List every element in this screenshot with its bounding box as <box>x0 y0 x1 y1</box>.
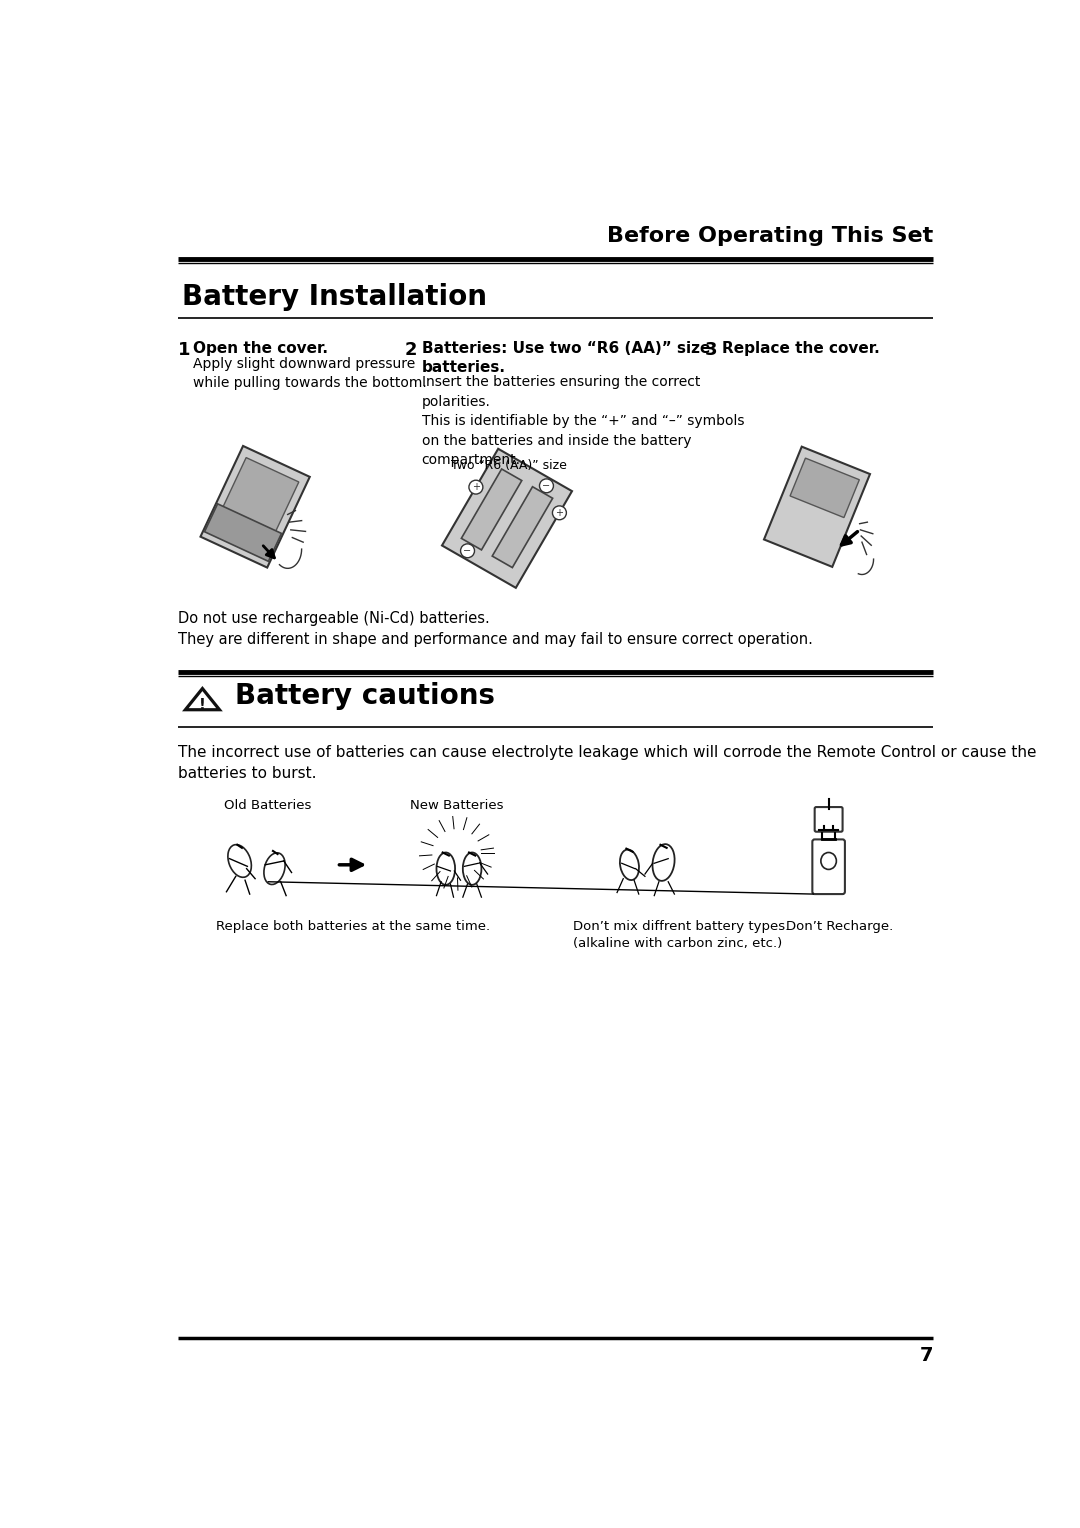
Polygon shape <box>201 446 310 567</box>
Ellipse shape <box>652 843 675 880</box>
Polygon shape <box>492 487 553 567</box>
Ellipse shape <box>436 853 455 885</box>
Text: 2: 2 <box>405 341 417 359</box>
Text: Apply slight downward pressure
while pulling towards the bottom.: Apply slight downward pressure while pul… <box>193 356 427 390</box>
Text: Battery Installation: Battery Installation <box>181 284 486 312</box>
Text: Battery cautions: Battery cautions <box>235 683 495 711</box>
FancyBboxPatch shape <box>814 807 842 831</box>
Polygon shape <box>212 457 299 556</box>
Text: 3: 3 <box>704 341 717 359</box>
Polygon shape <box>764 446 870 567</box>
Text: +: + <box>472 483 480 492</box>
Text: Batteries: Use two “R6 (AA)” size
batteries.: Batteries: Use two “R6 (AA)” size batter… <box>422 341 711 376</box>
Text: Insert the batteries ensuring the correct
polarities.
This is identifiable by th: Insert the batteries ensuring the correc… <box>422 374 744 468</box>
Polygon shape <box>442 449 572 588</box>
Text: Don’t Recharge.: Don’t Recharge. <box>786 920 893 934</box>
Text: Replace both batteries at the same time.: Replace both batteries at the same time. <box>216 920 490 934</box>
Circle shape <box>553 506 566 520</box>
Ellipse shape <box>821 853 836 869</box>
FancyBboxPatch shape <box>812 839 845 894</box>
Text: Don’t mix diffrent battery types.
(alkaline with carbon zinc, etc.): Don’t mix diffrent battery types. (alkal… <box>572 920 789 950</box>
Text: 1: 1 <box>177 341 190 359</box>
Text: 7: 7 <box>920 1346 933 1365</box>
Ellipse shape <box>463 853 482 885</box>
Text: Two “R6 (AA)” size: Two “R6 (AA)” size <box>451 458 567 472</box>
Polygon shape <box>791 458 860 518</box>
Ellipse shape <box>620 850 639 880</box>
Text: Replace the cover.: Replace the cover. <box>721 341 879 356</box>
Text: The incorrect use of batteries can cause electrolyte leakage which will corrode : The incorrect use of batteries can cause… <box>177 746 1036 781</box>
Polygon shape <box>461 469 522 550</box>
Polygon shape <box>204 504 282 561</box>
Ellipse shape <box>264 853 285 885</box>
Text: Before Operating This Set: Before Operating This Set <box>607 226 933 246</box>
Text: +: + <box>555 507 564 518</box>
Text: −: − <box>463 545 472 556</box>
Text: Old Batteries: Old Batteries <box>225 799 311 813</box>
Text: New Batteries: New Batteries <box>410 799 503 813</box>
Circle shape <box>540 478 553 492</box>
Text: −: − <box>542 481 551 490</box>
Circle shape <box>469 480 483 494</box>
Circle shape <box>460 544 474 558</box>
Text: Do not use rechargeable (Ni-Cd) batteries.
They are different in shape and perfo: Do not use rechargeable (Ni-Cd) batterie… <box>177 611 812 648</box>
Polygon shape <box>186 689 219 709</box>
Text: Open the cover.: Open the cover. <box>193 341 328 356</box>
Ellipse shape <box>228 845 252 877</box>
Text: !: ! <box>199 698 206 712</box>
